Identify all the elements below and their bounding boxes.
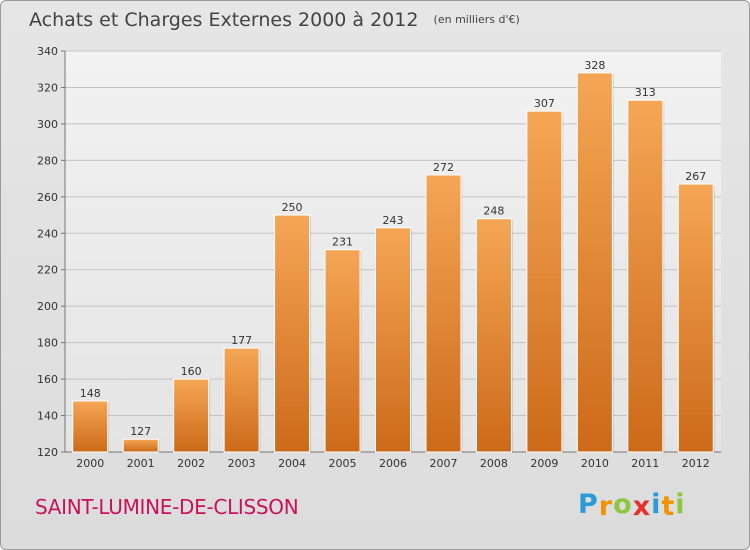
value-label: 250: [282, 201, 303, 214]
value-label: 148: [80, 387, 101, 400]
y-tick-label: 220: [37, 264, 58, 277]
x-tick-label: 2012: [682, 457, 710, 470]
logo-letter: x: [632, 491, 652, 522]
bar: [223, 347, 260, 453]
bar: [425, 174, 462, 453]
logo-letter: i: [675, 489, 686, 520]
x-tick-label: 2001: [127, 457, 155, 470]
logo-letter: i: [651, 489, 662, 520]
bar: [526, 110, 563, 453]
bar: [576, 72, 613, 453]
bar: [274, 214, 311, 453]
bar: [173, 378, 210, 453]
y-tick-label: 240: [37, 227, 58, 240]
x-tick-label: 2010: [581, 457, 609, 470]
value-label: 248: [483, 205, 504, 218]
logo-letter: r: [598, 491, 614, 522]
x-tick-label: 2002: [177, 457, 205, 470]
logo-letter: P: [578, 489, 599, 520]
value-label: 328: [584, 59, 605, 72]
value-label: 127: [130, 425, 151, 438]
bars: [72, 72, 715, 453]
y-tick-label: 200: [37, 300, 58, 313]
commune-name: SAINT-LUMINE-DE-CLISSON: [35, 495, 299, 519]
logo-letter: o: [613, 489, 633, 520]
chart-subtitle: (en milliers d'€): [433, 13, 520, 26]
title-line: Achats et Charges Externes 2000 à 2012 (…: [29, 9, 520, 31]
bar: [677, 183, 714, 453]
x-tick-label: 2000: [76, 457, 104, 470]
y-tick-label: 340: [37, 45, 58, 58]
y-tick-label: 160: [37, 373, 58, 386]
labels: 148 2000 127 2001 160 2002 177 2003 250 2004 231 20…: [76, 59, 710, 470]
value-label: 243: [383, 214, 404, 227]
proxiti-logo: Proxiti: [578, 489, 686, 522]
x-tick-label: 2004: [278, 457, 306, 470]
x-tick-label: 2005: [329, 457, 357, 470]
bar: [122, 438, 159, 453]
bar: [375, 227, 411, 453]
y-tick-label: 120: [37, 446, 58, 459]
value-label: 177: [231, 334, 252, 347]
y-tick-label: 280: [37, 154, 58, 167]
value-label: 160: [181, 365, 202, 378]
bar: [627, 99, 664, 453]
bar: [475, 218, 512, 453]
logo-letter: t: [661, 491, 676, 522]
value-label: 272: [433, 161, 454, 174]
x-tick-label: 2009: [530, 457, 558, 470]
value-label: 267: [685, 170, 706, 183]
y-tick-label: 180: [37, 337, 58, 350]
chart-title: Achats et Charges Externes 2000 à 2012: [29, 9, 419, 31]
y-tick-label: 320: [37, 81, 58, 94]
x-tick-label: 2007: [429, 457, 457, 470]
bar: [72, 400, 109, 453]
x-tick-label: 2006: [379, 457, 407, 470]
y-tick-label: 140: [37, 410, 58, 423]
value-label: 307: [534, 97, 555, 110]
value-label: 313: [635, 86, 656, 99]
x-tick-label: 2011: [631, 457, 659, 470]
x-tick-label: 2008: [480, 457, 508, 470]
y-tick-label: 300: [37, 118, 58, 131]
x-tick-label: 2003: [228, 457, 256, 470]
value-label: 231: [332, 236, 353, 249]
bar: [324, 249, 361, 453]
y-tick-label: 260: [37, 191, 58, 204]
